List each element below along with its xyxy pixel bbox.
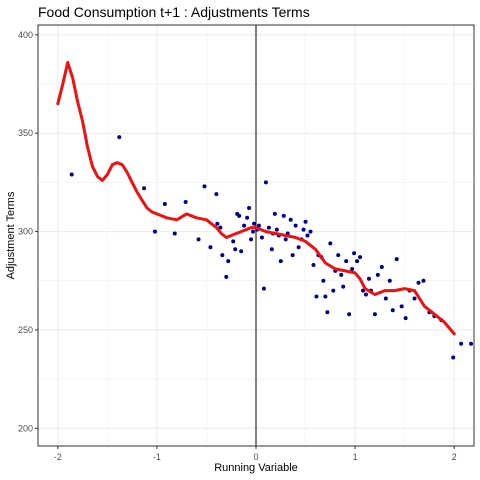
data-point (202, 184, 207, 189)
y-axis: 200 250 300 350 400 (18, 30, 38, 433)
data-point (283, 237, 288, 242)
data-point (390, 308, 395, 313)
plot-panel (37, 24, 475, 447)
data-point (290, 253, 295, 258)
data-point (352, 251, 357, 256)
data-point (220, 253, 225, 258)
y-tick-label: 250 (18, 325, 33, 335)
x-tick-label: -2 (54, 452, 62, 462)
data-point (256, 223, 261, 228)
data-point (239, 249, 244, 254)
data-point (233, 247, 238, 252)
data-point (226, 259, 231, 264)
data-point (266, 225, 271, 230)
data-point (224, 274, 229, 279)
data-point (259, 235, 264, 240)
smooth-line (56, 60, 456, 336)
data-point (469, 341, 474, 346)
data-point (296, 245, 301, 250)
y-tick-label: 200 (18, 423, 33, 433)
data-point (261, 286, 266, 291)
data-point (314, 294, 319, 299)
data-point (69, 172, 74, 177)
data-point (269, 247, 274, 252)
y-tick-label: 350 (18, 128, 33, 138)
data-point (451, 355, 456, 360)
data-point (375, 272, 380, 277)
x-tick-label: -1 (153, 452, 161, 462)
data-point (350, 266, 355, 271)
data-point (218, 225, 223, 230)
data-point (242, 223, 247, 228)
data-point (321, 278, 326, 283)
data-point (278, 259, 283, 264)
data-point (183, 200, 188, 205)
data-point (416, 280, 421, 285)
data-point (274, 227, 279, 232)
data-point (293, 223, 298, 228)
data-point (308, 229, 313, 234)
data-point (347, 312, 352, 317)
data-point (301, 227, 306, 232)
data-point (162, 202, 167, 207)
data-point (383, 296, 388, 301)
data-point (231, 239, 236, 244)
x-axis-label: Running Variable (214, 462, 298, 474)
data-point (281, 213, 286, 218)
data-point (208, 245, 213, 250)
data-point (325, 310, 330, 315)
data-point (366, 276, 371, 281)
data-point (331, 288, 336, 293)
data-point (355, 259, 360, 264)
data-point (252, 221, 257, 226)
data-point (272, 211, 277, 216)
y-tick-label: 400 (18, 30, 33, 40)
data-point (403, 316, 408, 321)
data-point (328, 241, 333, 246)
data-point (399, 304, 404, 309)
smooth-line-layer (56, 60, 456, 336)
x-axis: -2 -1 0 1 2 (54, 446, 457, 462)
data-point (288, 217, 293, 222)
data-point (172, 231, 177, 236)
data-point (311, 263, 316, 268)
x-tick-label: 0 (253, 452, 258, 462)
data-point (372, 312, 377, 317)
data-point (387, 278, 392, 283)
data-point (323, 294, 328, 299)
y-tick-label: 300 (18, 227, 33, 237)
data-point (344, 259, 349, 264)
data-point (412, 296, 417, 301)
data-point (152, 229, 157, 234)
data-point (459, 341, 464, 346)
data-point (249, 237, 254, 242)
y-axis-label: Adjustment Terms (5, 191, 17, 279)
data-point (379, 264, 384, 269)
data-point (363, 292, 368, 297)
data-point (142, 186, 147, 191)
data-point (421, 278, 426, 283)
data-point (117, 135, 122, 140)
data-point (303, 219, 308, 224)
data-point (263, 180, 268, 185)
chart-title: Food Consumption t+1 : Adjustments Terms (38, 4, 310, 20)
x-tick-label: 1 (353, 452, 358, 462)
data-point (245, 215, 250, 220)
data-point (305, 233, 310, 238)
data-point (247, 205, 252, 210)
data-point (341, 284, 346, 289)
data-point (214, 192, 219, 197)
data-point (339, 272, 344, 277)
data-point (336, 253, 341, 258)
data-point (196, 237, 201, 242)
x-tick-label: 2 (452, 452, 457, 462)
data-point (358, 255, 363, 260)
data-point (394, 257, 399, 262)
data-point (215, 221, 220, 226)
data-point (237, 213, 242, 218)
scatter-points (69, 135, 474, 360)
data-point (251, 229, 256, 234)
